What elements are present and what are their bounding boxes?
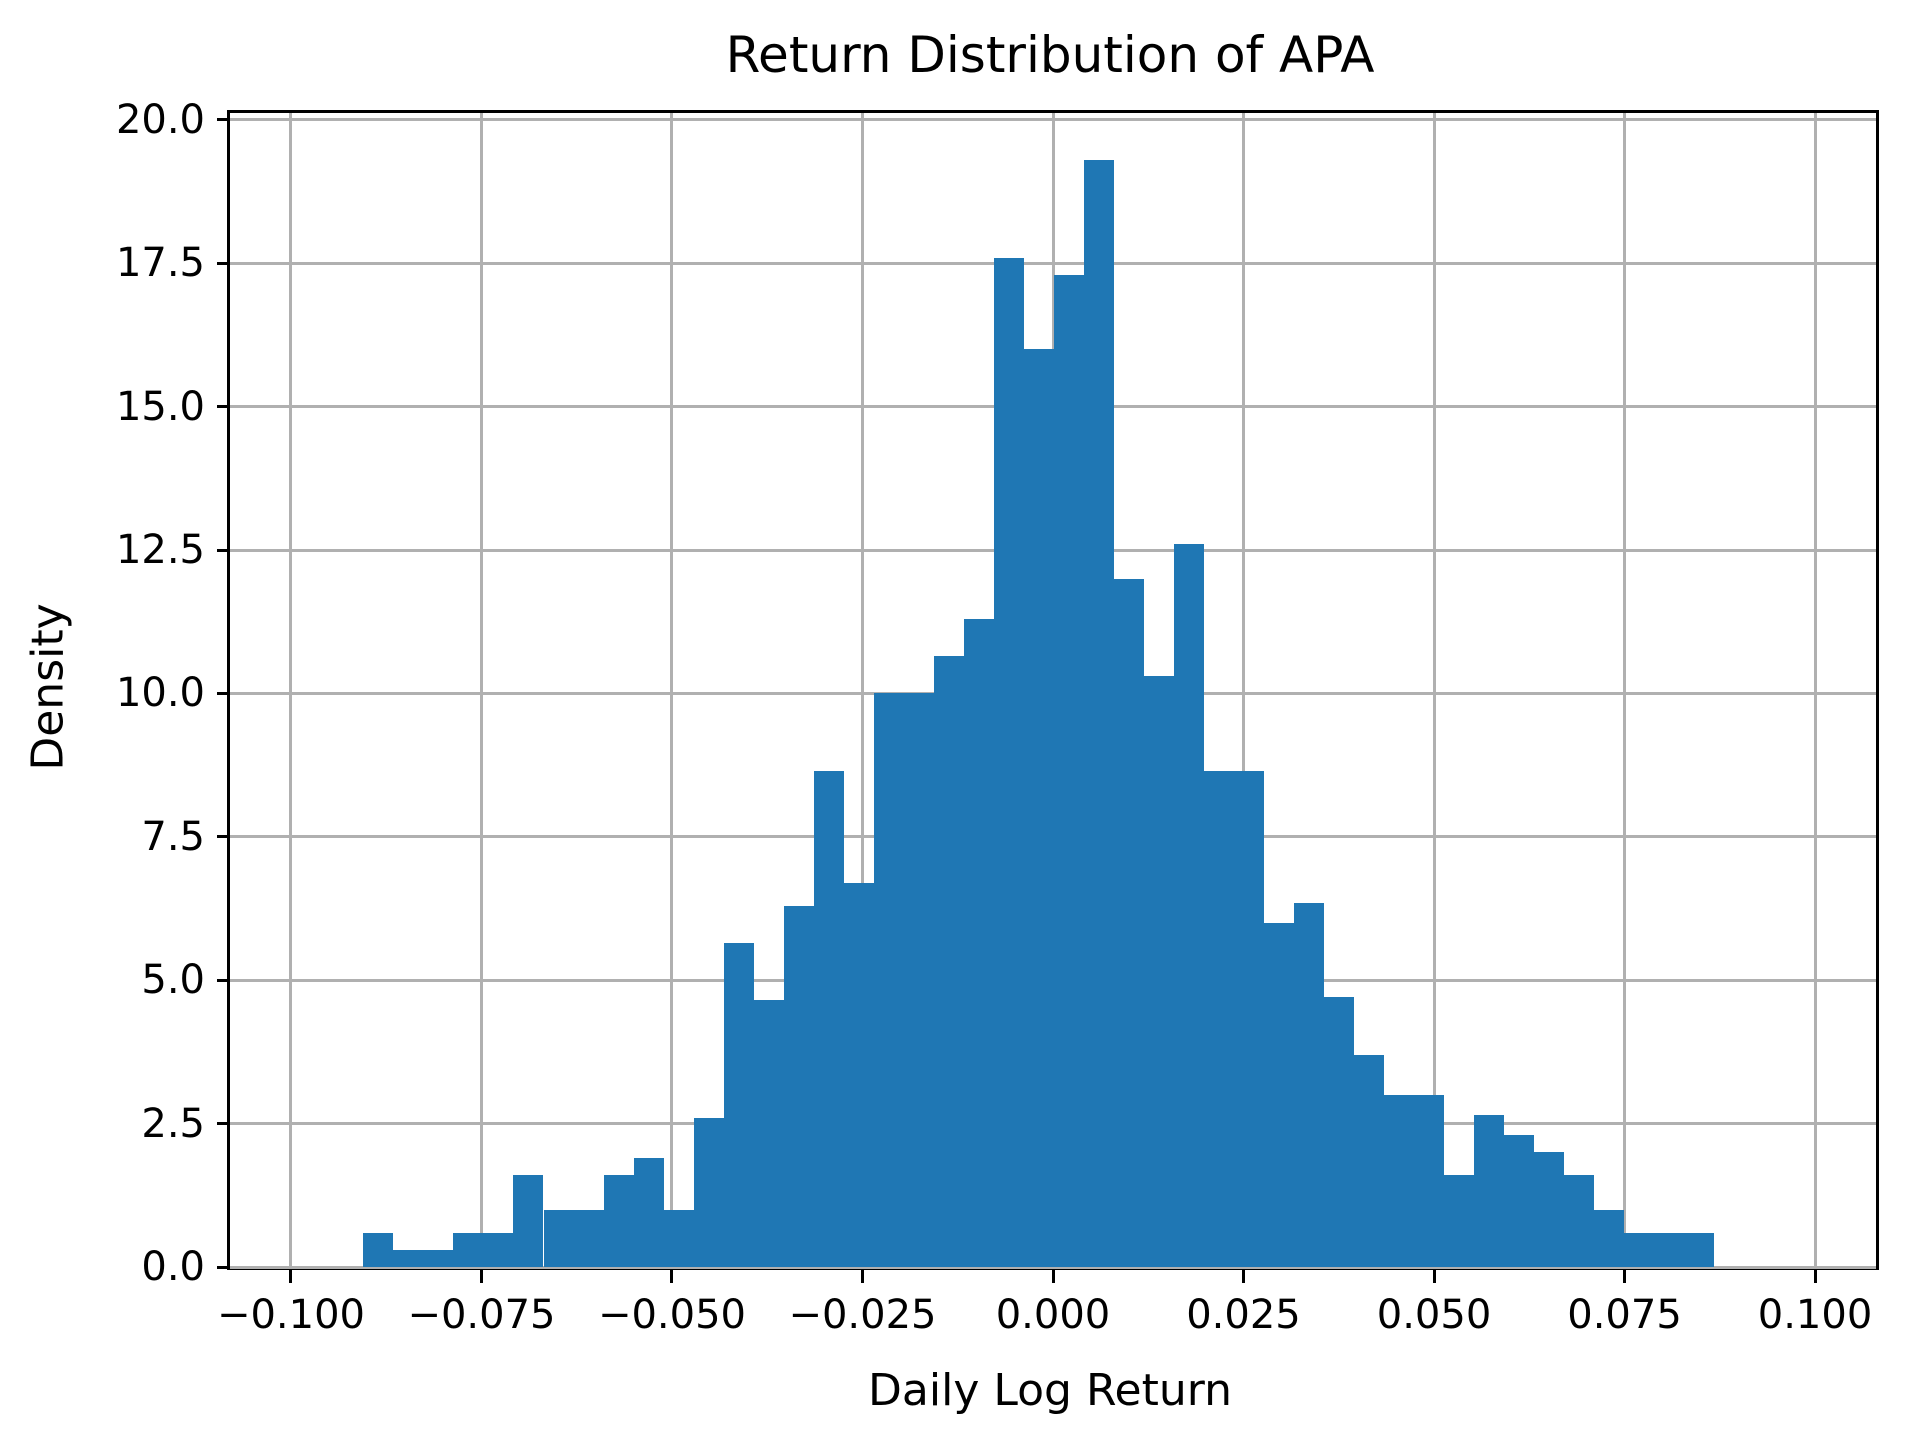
histogram-bar <box>813 770 844 1267</box>
x-gridline <box>670 113 674 1267</box>
y-tick-label: 17.5 <box>115 240 205 287</box>
x-tick-label: 0.025 <box>1186 1292 1301 1338</box>
y-tick-label: 5.0 <box>141 957 205 1004</box>
y-tick-mark <box>217 548 230 552</box>
histogram-bar <box>1143 676 1174 1267</box>
y-gridline <box>230 261 1876 265</box>
histogram-bar <box>633 1158 664 1267</box>
x-tick-mark <box>1242 1270 1245 1283</box>
y-tick-mark <box>217 978 230 982</box>
histogram-bar <box>1324 997 1355 1267</box>
y-tick-mark <box>217 835 230 839</box>
x-tick-mark <box>1432 1270 1436 1283</box>
histogram-bar <box>1204 770 1235 1267</box>
histogram-bar <box>1113 578 1144 1267</box>
plot-area <box>227 110 1879 1270</box>
histogram-bar <box>513 1175 544 1267</box>
x-tick-mark <box>479 1270 483 1283</box>
histogram-bar <box>1354 1054 1385 1267</box>
y-tick-label: 12.5 <box>115 527 205 574</box>
y-axis-label: Density <box>22 603 74 771</box>
y-tick-mark <box>217 405 230 409</box>
histogram-bar <box>483 1232 514 1267</box>
y-tick-label: 0.0 <box>141 1244 205 1290</box>
x-gridline <box>1623 113 1627 1267</box>
histogram-bar <box>1594 1209 1625 1267</box>
histogram-bar <box>1264 922 1295 1267</box>
histogram-bar <box>783 905 814 1267</box>
histogram-bar <box>1053 274 1084 1267</box>
x-axis-label: Daily Log Return <box>868 1365 1232 1416</box>
histogram-bar <box>723 942 754 1267</box>
histogram-bar <box>1083 160 1114 1267</box>
x-tick-label: −0.050 <box>597 1292 746 1338</box>
histogram-bar <box>993 257 1024 1267</box>
y-tick-mark <box>217 118 230 122</box>
histogram-bar <box>693 1117 724 1267</box>
y-tick-label: 7.5 <box>141 813 205 860</box>
histogram-bar <box>543 1209 574 1267</box>
x-gridline <box>1242 113 1245 1267</box>
x-gridline <box>1432 113 1436 1267</box>
x-gridline <box>1813 113 1817 1267</box>
y-tick-label: 15.0 <box>115 383 205 430</box>
histogram-bar <box>873 693 904 1267</box>
x-tick-label: 0.050 <box>1376 1292 1492 1338</box>
x-tick-label: 0.075 <box>1567 1292 1682 1338</box>
x-gridline <box>479 113 483 1267</box>
x-tick-label: −0.075 <box>407 1292 556 1338</box>
histogram-bar <box>843 882 874 1267</box>
histogram-bar <box>1534 1152 1565 1267</box>
y-gridline <box>230 118 1876 122</box>
x-tick-label: −0.100 <box>216 1292 365 1338</box>
histogram-bar <box>1564 1175 1595 1267</box>
x-gridline <box>289 113 293 1267</box>
histogram-bar <box>573 1209 604 1267</box>
histogram-bar <box>903 693 934 1267</box>
x-tick-mark <box>1813 1270 1817 1283</box>
y-tick-label: 10.0 <box>115 670 205 717</box>
histogram-bar <box>603 1175 634 1267</box>
histogram-bar <box>1234 770 1265 1267</box>
histogram-bar <box>1384 1094 1415 1267</box>
chart-title: Return Distribution of APA <box>725 26 1375 84</box>
histogram-bar <box>963 618 994 1267</box>
x-tick-mark <box>670 1270 674 1283</box>
histogram-bar <box>1444 1175 1475 1267</box>
histogram-bar <box>1023 349 1054 1267</box>
histogram-bar <box>753 1000 784 1267</box>
histogram-bar <box>393 1249 424 1267</box>
histogram-bar <box>663 1209 694 1267</box>
y-tick-label: 20.0 <box>115 96 205 143</box>
histogram-bar <box>1294 902 1325 1267</box>
histogram-bar <box>1654 1232 1685 1267</box>
histogram-bar <box>453 1232 484 1267</box>
x-tick-label: 0.000 <box>995 1292 1111 1338</box>
histogram-bar <box>423 1249 454 1267</box>
x-tick-mark <box>860 1270 864 1283</box>
y-tick-mark <box>217 1122 230 1126</box>
histogram-bar <box>933 656 964 1267</box>
x-tick-mark <box>1051 1270 1055 1283</box>
histogram-bar <box>363 1232 394 1267</box>
x-gridline <box>860 113 864 1267</box>
histogram-bar <box>1474 1115 1505 1267</box>
x-tick-mark <box>1623 1270 1627 1283</box>
histogram-bar <box>1684 1232 1715 1267</box>
y-tick-label: 2.5 <box>141 1100 205 1147</box>
histogram-bar <box>1174 544 1205 1267</box>
y-tick-mark <box>217 691 230 695</box>
x-tick-mark <box>289 1270 293 1283</box>
y-gridline <box>230 1265 1876 1269</box>
x-tick-label: 0.100 <box>1757 1292 1873 1338</box>
histogram-bar <box>1414 1094 1445 1267</box>
x-tick-label: −0.025 <box>788 1292 937 1338</box>
histogram-bar <box>1624 1232 1655 1267</box>
y-tick-mark <box>217 1265 230 1269</box>
y-tick-mark <box>217 261 230 265</box>
histogram-bar <box>1504 1135 1535 1267</box>
